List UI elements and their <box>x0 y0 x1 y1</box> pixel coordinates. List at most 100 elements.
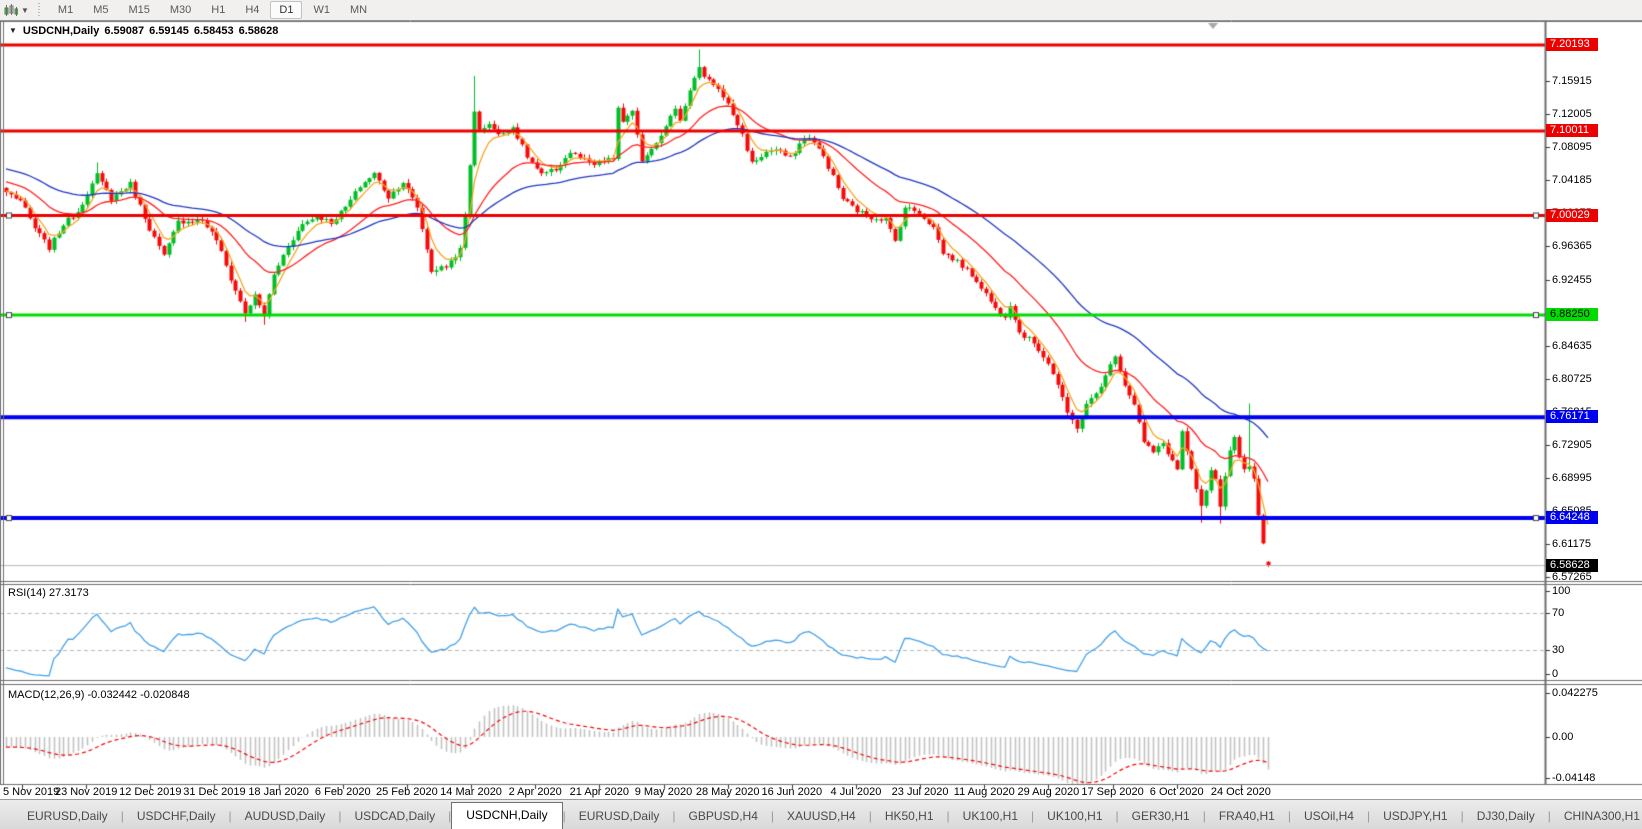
tab-separator: | <box>868 809 872 823</box>
tab-separator: | <box>672 809 676 823</box>
top-toolbar: ▼ M1 M5 M15 M30 H1 H4 D1 W1 MN <box>0 0 1642 20</box>
date-axis-label: 11 Aug 2020 <box>953 786 1015 798</box>
chart-tab-eurusd-daily[interactable]: EURUSD,Daily <box>578 809 660 823</box>
chevron-down-icon: ▼ <box>21 5 29 15</box>
price-axis-tick: 6.72905 <box>1552 439 1592 451</box>
price-axis-tick: 6.80725 <box>1552 373 1592 385</box>
tab-separator: | <box>1115 809 1119 823</box>
chart-tab-hk50-h1[interactable]: HK50,H1 <box>884 809 934 823</box>
chart-tab-usdcad-daily[interactable]: USDCAD,Daily <box>354 809 436 823</box>
tab-separator: | <box>946 809 950 823</box>
date-axis-label: 25 Feb 2020 <box>376 786 438 798</box>
timeframe-button-mn[interactable]: MN <box>349 4 368 16</box>
rsi-scale-label: 30 <box>1552 644 1565 656</box>
tab-separator: | <box>120 809 124 823</box>
date-axis-label: 18 Jan 2020 <box>248 786 309 798</box>
date-axis-label: 4 Jul 2020 <box>830 786 882 798</box>
chart-tab-usdcnh-daily[interactable]: USDCNH,Daily <box>451 802 563 829</box>
toolbar-drag-handle[interactable] <box>36 3 42 17</box>
tab-separator: | <box>1547 809 1551 823</box>
date-axis-label: 31 Dec 2019 <box>183 786 246 798</box>
price-axis-tick: 6.61175 <box>1552 538 1591 550</box>
chart-tab-usoil-h4[interactable]: USOil,H4 <box>1303 809 1354 823</box>
rsi-value: 27.3173 <box>48 587 89 599</box>
macd-main-value: -0.032442 <box>87 689 138 701</box>
date-axis-label: 17 Sep 2020 <box>1081 786 1144 798</box>
date-axis-label: 24 Oct 2020 <box>1210 786 1271 798</box>
candlestick-chart-icon <box>4 3 18 16</box>
date-axis-label: 16 Jun 2020 <box>761 786 823 798</box>
date-axis-label: 2 Apr 2020 <box>508 786 562 798</box>
macd-signal-value: -0.020848 <box>140 689 190 701</box>
price-level-badge: 7.10011 <box>1546 124 1598 137</box>
chart-tab-uk100-h1[interactable]: UK100,H1 <box>962 809 1019 823</box>
chart-tab-bar: EURUSD,Daily | USDCHF,Daily | AUDUSD,Daily | U… <box>0 799 1642 829</box>
timeframe-button-w1[interactable]: W1 <box>313 4 330 16</box>
timeframe-button-m15[interactable]: M15 <box>128 4 150 16</box>
tab-separator: | <box>1460 809 1464 823</box>
tab-separator: | <box>448 809 452 823</box>
date-axis-label: 9 May 2020 <box>634 786 693 798</box>
ohlc-close: 6.58628 <box>238 25 279 37</box>
rsi-scale-label: 100 <box>1552 585 1571 597</box>
ohlc-high: 6.59145 <box>149 25 189 37</box>
tab-separator: | <box>1366 809 1371 823</box>
date-axis-label: 23 Nov 2019 <box>54 786 118 798</box>
chart-title: ▼ USDCNH,Daily 6.59087 6.59145 6.58453 6.5862… <box>9 25 278 37</box>
chart-tab-gbpusd-h4[interactable]: GBPUSD,H4 <box>688 809 758 823</box>
date-axis-label: 21 Apr 2020 <box>569 786 630 798</box>
price-axis-tick: 7.04185 <box>1552 174 1592 186</box>
tab-separator: | <box>770 809 775 823</box>
date-axis-label: 23 Jul 2020 <box>891 786 949 798</box>
date-axis-label: 29 Aug 2020 <box>1017 786 1080 798</box>
rsi-scale-label: 0 <box>1552 668 1559 680</box>
macd-label: MACD(12,26,9) -0.032442 -0.020848 <box>8 689 190 701</box>
date-axis-label: 5 Nov 2019 <box>3 786 60 798</box>
price-axis-tick: 6.68995 <box>1552 472 1592 484</box>
price-axis-tick: 7.08095 <box>1552 141 1592 153</box>
timeframe-button-h4[interactable]: H4 <box>245 4 260 16</box>
chart-tab-usdjpy-h1[interactable]: USDJPY,H1 <box>1383 809 1448 823</box>
price-axis-tick: 6.92455 <box>1552 274 1592 286</box>
timeframe-button-d1[interactable]: D1 <box>270 1 303 19</box>
macd-scale-label: -0.04148 <box>1552 772 1596 784</box>
chart-tab-xauusd-h4[interactable]: XAUUSD,H4 <box>787 809 856 823</box>
chart-tab-audusd-daily[interactable]: AUDUSD,Daily <box>244 809 326 823</box>
timeframe-button-m30[interactable]: M30 <box>169 4 192 16</box>
ohlc-low: 6.58453 <box>193 25 234 37</box>
date-axis-label: 28 May 2020 <box>695 786 760 798</box>
timeframe-buttons: M1 M5 M15 M30 H1 H4 D1 W1 MN <box>48 1 377 19</box>
timeframe-button-m5[interactable]: M5 <box>93 4 109 16</box>
timeframe-button-h1[interactable]: H1 <box>211 4 226 16</box>
rsi-label: RSI(14) 27.3173 <box>8 587 89 599</box>
chart-tab-uk100-h1[interactable]: UK100,H1 <box>1047 809 1103 823</box>
macd-scale-label: 0.00 <box>1552 731 1574 743</box>
price-level-badge: 6.76171 <box>1546 410 1598 423</box>
collapse-caret-icon: ▼ <box>9 26 17 35</box>
tab-separator: | <box>1202 809 1206 823</box>
price-axis-tick: 6.84635 <box>1552 340 1592 352</box>
date-axis-label: 14 Mar 2020 <box>440 786 502 798</box>
chart-tab-eurusd-daily[interactable]: EURUSD,Daily <box>27 809 108 823</box>
ohlc-open: 6.59087 <box>104 25 145 37</box>
date-axis-label: 12 Dec 2019 <box>119 786 182 798</box>
date-axis-label: 6 Oct 2020 <box>1149 786 1204 798</box>
price-axis-tick: 7.15915 <box>1552 75 1592 87</box>
chart-tab-china300-h1[interactable]: CHINA300,H1 <box>1563 809 1640 823</box>
chart-tab-fra40-h1[interactable]: FRA40,H1 <box>1218 809 1275 823</box>
price-level-badge: 7.00029 <box>1546 209 1598 222</box>
current-price-badge: 6.58628 <box>1546 559 1598 572</box>
chart-tab-ger30-h1[interactable]: GER30,H1 <box>1131 809 1190 823</box>
tab-separator: | <box>562 809 566 823</box>
date-axis-label: 6 Feb 2020 <box>314 786 371 798</box>
rsi-scale-label: 70 <box>1552 607 1565 619</box>
timeframe-button-m1[interactable]: M1 <box>57 4 74 16</box>
price-axis-tick: 6.96365 <box>1552 240 1592 252</box>
chart-tab-usdchf-daily[interactable]: USDCHF,Daily <box>136 809 216 823</box>
chart-tab-dj30-daily[interactable]: DJ30,Daily <box>1476 809 1535 823</box>
chart-type-menu[interactable]: ▼ <box>0 1 33 19</box>
chart-symbol-label: USDCNH,Daily <box>22 25 100 37</box>
price-level-badge: 6.64248 <box>1546 511 1598 524</box>
